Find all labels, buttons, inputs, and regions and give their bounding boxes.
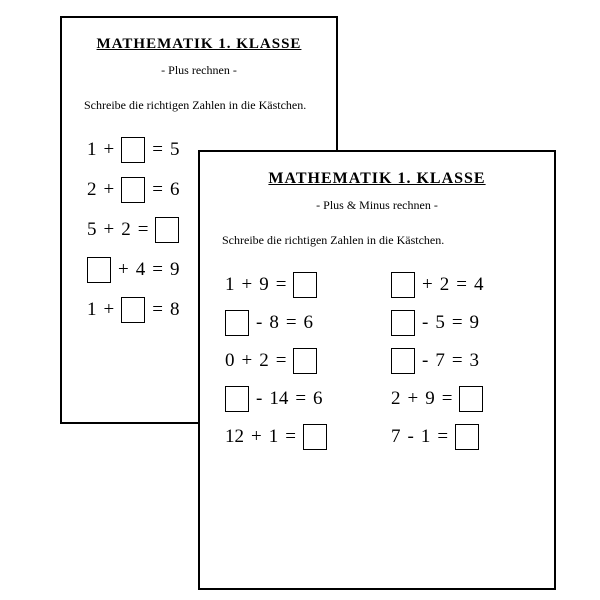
operator: - <box>418 350 432 372</box>
number: 12 <box>222 426 247 448</box>
operator: + <box>100 139 119 161</box>
problem-columns: 1+9=-8=60+2=-14=612+1= +2=4-5=9-7=32+9=7… <box>222 270 532 452</box>
number: 6 <box>310 388 326 410</box>
number: 9 <box>467 312 483 334</box>
equals-sign: = <box>282 312 301 334</box>
number: 2 <box>84 179 100 201</box>
operator: - <box>418 312 432 334</box>
number: 1 <box>418 426 434 448</box>
number: 14 <box>266 388 291 410</box>
equals-sign: = <box>291 388 310 410</box>
equals-sign: = <box>281 426 300 448</box>
worksheet-subtitle: - Plus & Minus rechnen - <box>222 198 532 213</box>
number: 2 <box>437 274 453 296</box>
answer-box[interactable] <box>87 257 111 283</box>
equals-sign: = <box>134 219 153 241</box>
problem-row: 0+2= <box>222 346 366 376</box>
operator: + <box>100 179 119 201</box>
equals-sign: = <box>433 426 452 448</box>
number: 2 <box>388 388 404 410</box>
number: 5 <box>167 139 183 161</box>
operator: + <box>404 388 423 410</box>
number: 9 <box>422 388 438 410</box>
number: 9 <box>256 274 272 296</box>
problem-row: -5=9 <box>388 308 532 338</box>
problem-row: 2+9= <box>388 384 532 414</box>
number: 0 <box>222 350 238 372</box>
equals-sign: = <box>148 179 167 201</box>
number: 1 <box>266 426 282 448</box>
number: 6 <box>167 179 183 201</box>
equals-sign: = <box>452 274 471 296</box>
problem-row: 7-1= <box>388 422 532 452</box>
number: 2 <box>118 219 134 241</box>
number: 4 <box>133 259 149 281</box>
equals-sign: = <box>438 388 457 410</box>
number: 1 <box>84 299 100 321</box>
answer-box[interactable] <box>121 177 145 203</box>
equals-sign: = <box>148 139 167 161</box>
number: 5 <box>432 312 448 334</box>
answer-box[interactable] <box>455 424 479 450</box>
answer-box[interactable] <box>391 272 415 298</box>
answer-box[interactable] <box>293 272 317 298</box>
equals-sign: = <box>448 350 467 372</box>
problem-row: -14=6 <box>222 384 366 414</box>
number: 5 <box>84 219 100 241</box>
worksheet-instructions: Schreibe die richtigen Zahlen in die Käs… <box>222 231 532 250</box>
operator: + <box>100 299 119 321</box>
worksheet-title: MATHEMATIK 1. KLASSE <box>222 170 532 188</box>
answer-box[interactable] <box>391 310 415 336</box>
number: 2 <box>256 350 272 372</box>
problem-row: 12+1= <box>222 422 366 452</box>
problem-row: 1+9= <box>222 270 366 300</box>
operator: + <box>100 219 119 241</box>
answer-box[interactable] <box>391 348 415 374</box>
number: 1 <box>222 274 238 296</box>
number: 7 <box>388 426 404 448</box>
operator: - <box>252 312 266 334</box>
operator: + <box>418 274 437 296</box>
number: 6 <box>301 312 317 334</box>
equals-sign: = <box>448 312 467 334</box>
answer-box[interactable] <box>121 297 145 323</box>
answer-box[interactable] <box>303 424 327 450</box>
problem-column-left: 1+9=-8=60+2=-14=612+1= <box>222 270 366 452</box>
operator: + <box>114 259 133 281</box>
equals-sign: = <box>148 259 167 281</box>
number: 8 <box>266 312 282 334</box>
number: 1 <box>84 139 100 161</box>
answer-box[interactable] <box>225 386 249 412</box>
problem-column-right: +2=4-5=9-7=32+9=7-1= <box>388 270 532 452</box>
worksheet-front: MATHEMATIK 1. KLASSE - Plus & Minus rech… <box>198 150 556 590</box>
operator: + <box>238 350 257 372</box>
answer-box[interactable] <box>459 386 483 412</box>
answer-box[interactable] <box>225 310 249 336</box>
number: 8 <box>167 299 183 321</box>
operator: - <box>252 388 266 410</box>
equals-sign: = <box>148 299 167 321</box>
problem-row: +2=4 <box>388 270 532 300</box>
equals-sign: = <box>272 274 291 296</box>
number: 4 <box>471 274 487 296</box>
worksheet-instructions: Schreibe die richtigen Zahlen in die Käs… <box>84 96 314 115</box>
equals-sign: = <box>272 350 291 372</box>
problem-row: -8=6 <box>222 308 366 338</box>
number: 9 <box>167 259 183 281</box>
answer-box[interactable] <box>155 217 179 243</box>
answer-box[interactable] <box>121 137 145 163</box>
worksheet-subtitle: - Plus rechnen - <box>84 63 314 78</box>
number: 7 <box>432 350 448 372</box>
operator: + <box>238 274 257 296</box>
problem-row: -7=3 <box>388 346 532 376</box>
number: 3 <box>467 350 483 372</box>
worksheet-title: MATHEMATIK 1. KLASSE <box>84 36 314 53</box>
answer-box[interactable] <box>293 348 317 374</box>
operator: - <box>404 426 418 448</box>
operator: + <box>247 426 266 448</box>
